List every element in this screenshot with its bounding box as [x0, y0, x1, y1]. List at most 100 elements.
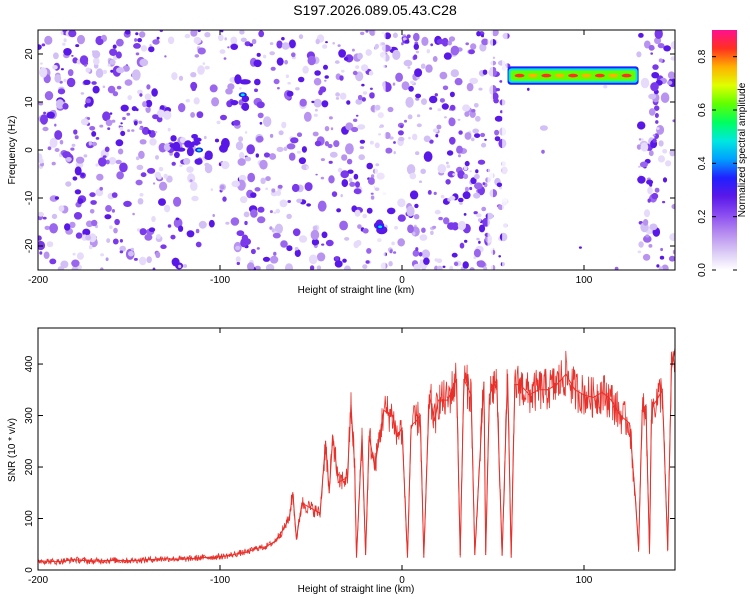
heatmap-cell [72, 252, 76, 256]
signal-band-peak [541, 73, 552, 78]
heatmap-cell [191, 195, 199, 202]
heatmap-cell [645, 234, 650, 238]
heatmap-cell [464, 132, 472, 140]
heatmap-cell [290, 137, 299, 144]
heatmap-cell [253, 59, 262, 68]
heatmap-cell [81, 172, 85, 177]
signal-band-peak [554, 73, 565, 78]
heatmap-cell [304, 182, 313, 192]
heatmap-cell [392, 49, 401, 61]
heatmap-cell [92, 85, 100, 94]
heatmap-cell [203, 135, 207, 140]
heatmap-cell [429, 107, 433, 110]
heatmap-cell [241, 234, 249, 242]
y-tick-label: 100 [24, 510, 35, 527]
feature-blob [187, 142, 195, 148]
heatmap-cell [145, 99, 153, 108]
heatmap-cell [324, 141, 329, 147]
heatmap-cell [316, 265, 322, 270]
heatmap-cell [367, 177, 376, 185]
feature-blob [230, 99, 239, 106]
heatmap-cell [435, 134, 439, 138]
heatmap-cell [151, 88, 158, 97]
heatmap-cell [136, 164, 144, 171]
heatmap-cell [292, 228, 301, 237]
heatmap-cell [152, 267, 156, 270]
heatmap-cell [91, 141, 98, 147]
heatmap-cell [369, 140, 374, 145]
heatmap-cell [271, 188, 276, 193]
heatmap-cell [244, 41, 251, 47]
heatmap-cell [667, 80, 673, 85]
heatmap-cell [656, 127, 660, 130]
heatmap-cell [660, 247, 663, 252]
heatmap-cell [334, 60, 340, 64]
heatmap-cell [247, 172, 256, 183]
heatmap-cell [281, 121, 287, 129]
heatmap-cell [137, 89, 143, 95]
heatmap-cell [395, 72, 403, 83]
heatmap-cell [365, 30, 369, 33]
feature-blob [219, 144, 228, 153]
heatmap-cell [253, 78, 261, 86]
heatmap-cell [74, 166, 82, 176]
heatmap-cell [204, 163, 213, 174]
snr-point [496, 378, 498, 381]
heatmap-cell [340, 194, 343, 198]
heatmap-cell [236, 230, 245, 237]
heatmap-cell [204, 32, 211, 38]
heatmap-cell [648, 150, 654, 157]
heatmap-cell [250, 248, 256, 255]
heatmap-cell [41, 43, 46, 47]
heatmap-cell [291, 52, 296, 58]
heatmap-cell [74, 135, 79, 140]
heatmap-cell [355, 114, 359, 117]
heatmap-cell [186, 230, 195, 238]
heatmap-cell [476, 237, 480, 241]
heatmap-cell [220, 185, 225, 190]
colorbar-tick-label: 0.8 [697, 49, 708, 63]
y-tick-label: 10 [24, 96, 35, 108]
heatmap-cell [46, 241, 54, 248]
heatmap-cell [65, 181, 72, 187]
heatmap-cell [339, 92, 347, 100]
heatmap-cell [324, 75, 329, 79]
snr-point [592, 396, 594, 399]
heatmap-cell [359, 139, 366, 144]
heatmap-cell [361, 64, 369, 72]
heatmap-cell [642, 253, 651, 261]
heatmap-cell [298, 34, 304, 40]
heatmap-cell [244, 131, 248, 134]
y-tick-label: 0 [24, 147, 35, 153]
heatmap-cell [365, 260, 370, 264]
heatmap-cell [473, 248, 481, 258]
heatmap-cell [301, 146, 307, 153]
snr-point [434, 420, 436, 422]
heatmap-cell [72, 176, 78, 181]
heatmap-cell [155, 155, 159, 160]
snr-point [437, 399, 439, 401]
heatmap-cell [471, 109, 476, 113]
snr-point [368, 435, 370, 437]
heatmap-cell [307, 55, 316, 66]
snr-point [295, 538, 298, 540]
heatmap-cell [167, 224, 172, 228]
heatmap-cell [406, 205, 415, 217]
heatmap-cell [651, 72, 660, 79]
heatmap-cell [667, 71, 675, 80]
heatmap-cell [173, 218, 183, 228]
heatmap-cell [637, 250, 642, 254]
heatmap-cell [250, 209, 258, 218]
heatmap-cell [352, 70, 358, 76]
heatmap-cell [46, 111, 55, 119]
y-tick-label: 0 [24, 567, 35, 573]
heatmap-cell [671, 203, 675, 210]
heatmap-cell [71, 55, 74, 57]
heatmap-y-axis: -20 -10 0 10 20 [24, 48, 675, 253]
heatmap-cell [250, 192, 257, 198]
heatmap-cell [105, 257, 109, 262]
heatmap-cell [355, 98, 363, 105]
heatmap-cell [189, 179, 193, 183]
heatmap-cell [663, 45, 671, 52]
heatmap-cell [648, 93, 657, 100]
